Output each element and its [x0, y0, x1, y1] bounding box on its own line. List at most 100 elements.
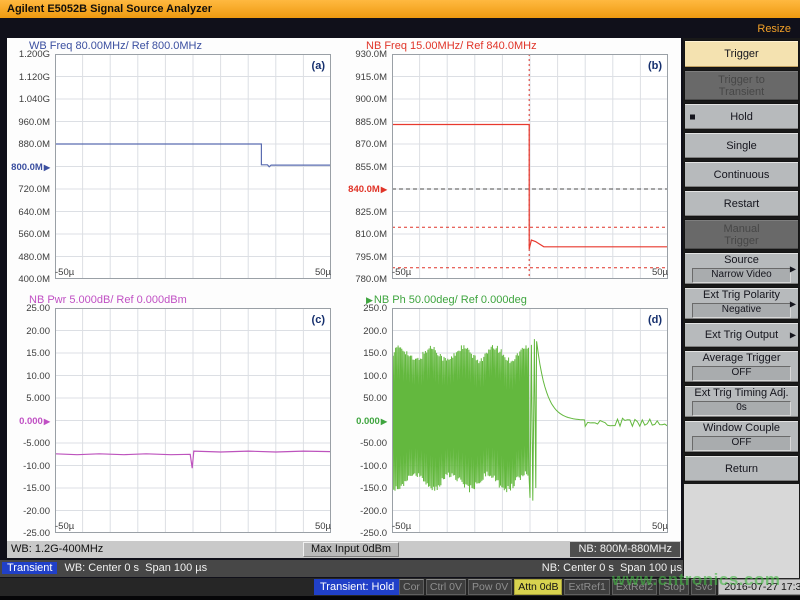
ref-level-arrow-icon: ▶ — [381, 185, 387, 194]
plot-d-title: ▶NB Ph 50.00deg/ Ref 0.000deg — [344, 294, 681, 308]
status-cell-attn-0db: Attn 0dB — [514, 579, 562, 595]
plot-c-ytick: -25.00 — [23, 528, 50, 539]
plot-d-ytick: -100.0 — [360, 461, 387, 472]
nb-range-label: NB: 800M-880MHz — [570, 542, 680, 557]
plot-a-x-axis: -50µ 50µ — [55, 267, 331, 278]
plot-a-ytick: 1.040G — [19, 94, 50, 105]
plot-d-scale-label: NB Ph 50.00deg/ Ref 0.000deg — [374, 294, 527, 306]
trigger-hold-badge: Transient: Hold — [314, 579, 400, 595]
plot-b-ytick: 795.0M — [355, 252, 387, 263]
plot-b: NB Freq 15.00MHz/ Ref 840.0MHz930.0M915.… — [344, 40, 681, 291]
plot-b-ytick: 885.0M — [355, 117, 387, 128]
sidebar-item-window-couple[interactable]: Window CoupleOFF — [684, 420, 799, 453]
plot-d-canvas — [392, 308, 668, 533]
ref-level-arrow-icon: ▶ — [381, 417, 387, 426]
plot-a-ytick: 640.0M — [18, 207, 50, 218]
sidebar-item-single[interactable]: Single — [684, 132, 799, 159]
plot-a-ytick: 1.200G — [19, 49, 50, 60]
plot-a-ytick: 800.0M▶ — [11, 162, 50, 173]
plot-b-ytick: 900.0M — [355, 94, 387, 105]
status-cell-ctrl-0v: Ctrl 0V — [426, 579, 466, 595]
plot-b-x-axis: -50µ50µ — [392, 267, 668, 278]
plot-c-title: NB Pwr 5.000dB/ Ref 0.000dBm — [7, 294, 344, 308]
plot-c-canvas — [55, 308, 331, 533]
submenu-arrow-icon: ▶ — [790, 331, 796, 340]
plot-b-ytick: 855.0M — [355, 162, 387, 173]
xtick-right: 50µ — [652, 521, 668, 532]
plot-a: WB Freq 80.00MHz/ Ref 800.0MHz 1.200G1.12… — [7, 40, 344, 291]
nb-sweep-label: NB: Center 0 s Span 100 µs — [542, 560, 682, 577]
plot-d-ytick: -250.0 — [360, 528, 387, 539]
plot-a-ytick: 720.0M — [18, 184, 50, 195]
plot-a-ytick: 400.0M — [18, 274, 50, 285]
title-bar: Agilent E5052B Signal Source Analyzer — [0, 0, 800, 18]
sidebar-value-ext-trig-timing-adj: 0s — [692, 401, 791, 416]
app-window: Agilent E5052B Signal Source Analyzer Re… — [0, 0, 800, 600]
plot-d-ytick: -50.00 — [360, 438, 387, 449]
sidebar-item-continuous[interactable]: Continuous — [684, 161, 799, 188]
plot-b-scale-label: NB Freq 15.00MHz/ Ref 840.0MHz — [366, 40, 537, 52]
plot-a-ytick: 480.0M — [18, 252, 50, 263]
plot-c-ytick: 10.00 — [26, 371, 50, 382]
plot-c-ytick: -5.000 — [23, 438, 50, 449]
xtick-left: -50µ — [55, 521, 74, 532]
plot-d-ytick: 0.000▶ — [356, 416, 387, 427]
ref-level-arrow-icon: ▶ — [44, 163, 50, 172]
plot-a-scale-label: WB Freq 80.00MHz/ Ref 800.0MHz — [29, 40, 202, 52]
plots-panel: WB Freq 80.00MHz/ Ref 800.0MHz 1.200G1.12… — [7, 38, 681, 541]
submenu-arrow-icon: ▶ — [790, 299, 796, 308]
plot-d-ytick: 150.0 — [363, 348, 387, 359]
plot-d-ytick: -200.0 — [360, 506, 387, 517]
plot-a-y-axis: 1.200G1.120G1.040G960.0M880.0M800.0M▶720… — [7, 54, 53, 279]
bottom-strip — [0, 596, 800, 600]
plot-c-ytick: -20.00 — [23, 506, 50, 517]
sidebar-value-window-couple: OFF — [692, 436, 791, 451]
status-cell-svc: Svc — [691, 579, 717, 595]
status-cells: CorCtrl 0VPow 0VAttn 0dBExtRef1ExtRef2St… — [399, 579, 800, 595]
plot-c: NB Pwr 5.000dB/ Ref 0.000dBm25.0020.0015… — [7, 294, 344, 545]
xtick-right: 50µ — [652, 267, 668, 278]
plot-a-ytick: 560.0M — [18, 229, 50, 240]
status-datetime: 2016-07-27 17:37 — [718, 579, 800, 595]
plot-b-corner-label: (b) — [648, 60, 662, 72]
sidebar-item-ext-trig-output[interactable]: Ext Trig Output▶ — [684, 322, 799, 348]
plot-c-ytick: -15.00 — [23, 483, 50, 494]
status-cell-cor: Cor — [399, 579, 424, 595]
sidebar-item-trigger[interactable]: Trigger — [684, 40, 799, 68]
status-cell-extref1: ExtRef1 — [564, 579, 609, 595]
transient-badge: Transient — [2, 562, 57, 574]
plot-c-ytick: -10.00 — [23, 461, 50, 472]
plot-d-ytick: -150.0 — [360, 483, 387, 494]
sidebar-filler — [684, 484, 799, 578]
sidebar-item-ext-trig-polarity[interactable]: Ext Trig PolarityNegative▶ — [684, 287, 799, 320]
plot-b-canvas — [392, 54, 668, 279]
submenu-arrow-icon: ▶ — [790, 264, 796, 273]
wb-range-label: WB: 1.2G-400MHz — [11, 543, 103, 555]
plot-c-ytick: 20.00 — [26, 326, 50, 337]
status-cell-pow-0v: Pow 0V — [468, 579, 512, 595]
plot-a-title: WB Freq 80.00MHz/ Ref 800.0MHz — [7, 40, 344, 54]
plot-d-x-axis: -50µ50µ — [392, 521, 668, 532]
transient-bar: TransientWB: Center 0 s Span 100 µs NB: … — [0, 560, 690, 577]
xtick-right: 50µ — [315, 267, 331, 278]
resize-button[interactable]: Resize — [757, 23, 791, 35]
plot-c-y-axis: 25.0020.0015.0010.005.0000.000▶-5.000-10… — [7, 308, 53, 533]
freq-range-bar: WB: 1.2G-400MHz Max Input 0dBm NB: 800M-… — [7, 541, 681, 558]
sidebar-menu: TriggerTrigger toTransientHoldSingleCont… — [683, 38, 800, 578]
sidebar-item-source[interactable]: SourceNarrow Video▶ — [684, 252, 799, 285]
xtick-right: 50µ — [315, 521, 331, 532]
plot-b-ytick: 825.0M — [355, 207, 387, 218]
plot-d-corner-label: (d) — [648, 314, 662, 326]
plot-b-ytick: 870.0M — [355, 139, 387, 150]
status-cell-stop: Stop — [659, 579, 689, 595]
xtick-left: -50µ — [55, 267, 74, 278]
sidebar-item-manual-trigger: ManualTrigger — [684, 219, 799, 250]
sidebar-item-return[interactable]: Return — [684, 455, 799, 482]
sidebar-item-average-trigger[interactable]: Average TriggerOFF — [684, 350, 799, 383]
sidebar-item-ext-trig-timing-adj[interactable]: Ext Trig Timing Adj.0s — [684, 385, 799, 418]
plot-a-corner-label: (a) — [312, 60, 325, 72]
sidebar-item-restart[interactable]: Restart — [684, 190, 799, 217]
sidebar-value-ext-trig-polarity: Negative — [692, 303, 791, 318]
plot-d-y-axis: 250.0200.0150.0100.050.000.000▶-50.00-10… — [344, 308, 390, 533]
sidebar-item-hold[interactable]: Hold — [684, 103, 799, 130]
